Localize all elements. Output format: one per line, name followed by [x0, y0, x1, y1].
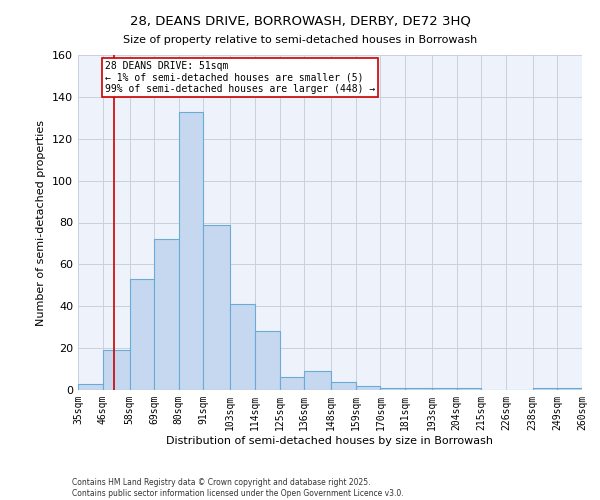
Bar: [356, 386, 380, 390]
Bar: [557, 388, 582, 390]
Bar: [405, 388, 432, 390]
Text: 28, DEANS DRIVE, BORROWASH, DERBY, DE72 3HQ: 28, DEANS DRIVE, BORROWASH, DERBY, DE72 …: [130, 15, 470, 28]
Bar: [432, 388, 457, 390]
Bar: [154, 240, 179, 390]
Bar: [103, 350, 130, 390]
Text: 28 DEANS DRIVE: 51sqm
← 1% of semi-detached houses are smaller (5)
99% of semi-d: 28 DEANS DRIVE: 51sqm ← 1% of semi-detac…: [105, 62, 375, 94]
Bar: [78, 384, 103, 390]
Bar: [280, 378, 304, 390]
Bar: [230, 304, 255, 390]
Bar: [457, 388, 481, 390]
X-axis label: Distribution of semi-detached houses by size in Borrowash: Distribution of semi-detached houses by …: [167, 436, 493, 446]
Y-axis label: Number of semi-detached properties: Number of semi-detached properties: [37, 120, 46, 326]
Bar: [130, 279, 154, 390]
Bar: [203, 224, 230, 390]
Text: Contains HM Land Registry data © Crown copyright and database right 2025.
Contai: Contains HM Land Registry data © Crown c…: [72, 478, 404, 498]
Bar: [304, 371, 331, 390]
Bar: [179, 112, 203, 390]
Bar: [255, 332, 280, 390]
Bar: [380, 388, 405, 390]
Text: Size of property relative to semi-detached houses in Borrowash: Size of property relative to semi-detach…: [123, 35, 477, 45]
Bar: [331, 382, 356, 390]
Bar: [533, 388, 557, 390]
